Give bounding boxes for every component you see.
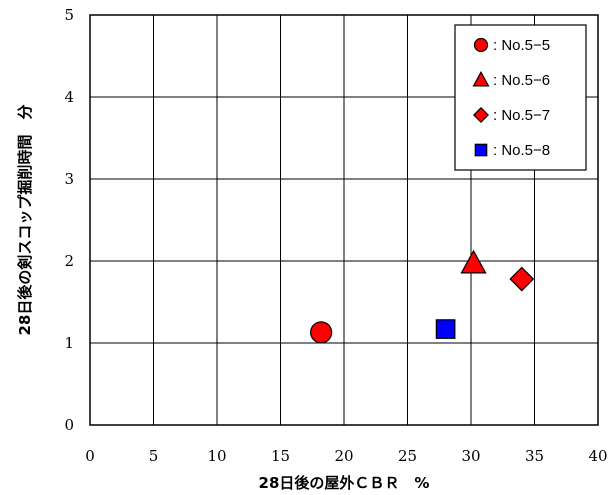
data-points bbox=[310, 249, 535, 344]
data-point-1-0 bbox=[460, 249, 487, 274]
legend-label-0: : No.5−5 bbox=[493, 37, 550, 54]
legend-label-2: : No.5−7 bbox=[493, 107, 550, 124]
y-tick-label-1: 1 bbox=[64, 334, 74, 352]
x-tick-label-2: 10 bbox=[207, 447, 226, 465]
x-tick-label-5: 25 bbox=[398, 447, 417, 465]
x-tick-label-8: 40 bbox=[588, 447, 607, 465]
x-tick-labels: 0 5 10 15 20 25 30 35 40 bbox=[85, 447, 607, 465]
data-point-3-0 bbox=[435, 319, 456, 339]
x-tick-label-4: 20 bbox=[334, 447, 353, 465]
x-tick-label-6: 30 bbox=[461, 447, 480, 465]
legend-label-1: : No.5−6 bbox=[493, 72, 550, 89]
legend-label-3: : No.5−8 bbox=[493, 142, 550, 159]
y-tick-label-5: 5 bbox=[64, 6, 74, 24]
x-tick-label-1: 5 bbox=[149, 447, 159, 465]
y-axis-label: 28日後の剣スコップ掘削時間 分 bbox=[16, 105, 34, 336]
data-point-0-0 bbox=[310, 321, 333, 344]
y-tick-label-3: 3 bbox=[64, 170, 74, 188]
legend: : No.5−5 : No.5−6 : No.5−7 : No.5−8 bbox=[454, 24, 587, 171]
x-tick-label-3: 15 bbox=[271, 447, 290, 465]
x-tick-label-7: 35 bbox=[525, 447, 544, 465]
x-tick-label-0: 0 bbox=[85, 447, 95, 465]
y-tick-label-2: 2 bbox=[64, 252, 74, 270]
x-axis-label: 28日後の屋外ＣＢＲ % bbox=[259, 474, 430, 492]
legend-marker-0 bbox=[473, 37, 489, 53]
legend-marker-2 bbox=[473, 107, 489, 123]
data-point-2-0 bbox=[509, 266, 535, 292]
legend-marker-3 bbox=[474, 143, 488, 157]
plot-frame bbox=[89, 14, 599, 426]
legend-marker-1 bbox=[472, 70, 490, 87]
y-tick-label-4: 4 bbox=[64, 88, 74, 106]
y-tick-labels: 0 1 2 3 4 5 bbox=[64, 6, 74, 434]
y-tick-label-0: 0 bbox=[64, 416, 74, 434]
